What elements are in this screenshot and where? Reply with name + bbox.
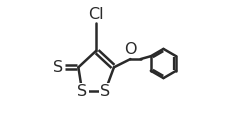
Text: S: S [53, 60, 63, 75]
Text: O: O [124, 42, 137, 57]
Text: Cl: Cl [88, 7, 104, 22]
Text: S: S [100, 84, 110, 99]
Text: S: S [77, 84, 87, 99]
